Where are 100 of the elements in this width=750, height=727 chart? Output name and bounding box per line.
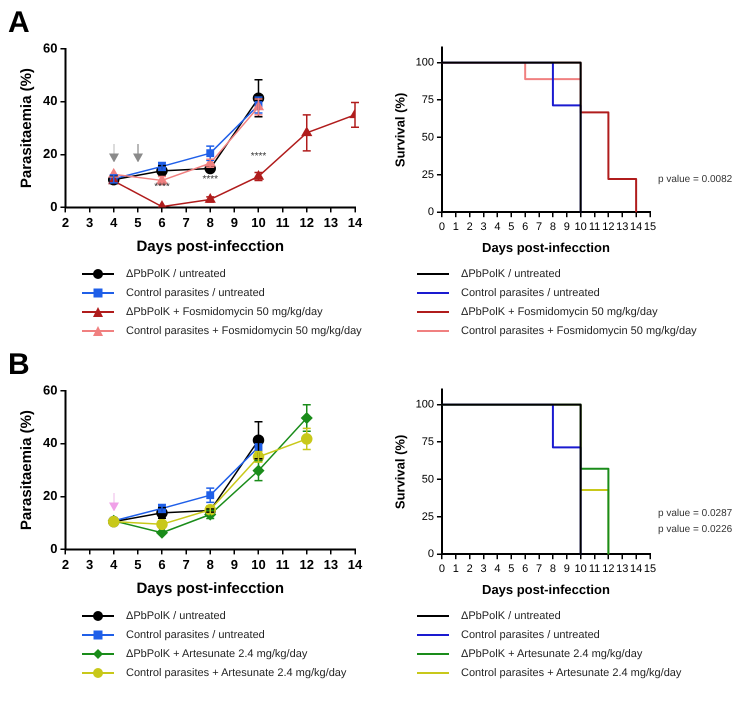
x-tick-label: 8 xyxy=(206,214,214,230)
y-tick-label: 100 xyxy=(416,56,434,69)
y-tick-label: 0 xyxy=(428,206,434,218)
x-tick-label: 1 xyxy=(452,220,459,233)
x-tick-label: 4 xyxy=(494,562,500,575)
y-axis-title: Survival (%) xyxy=(392,434,408,510)
x-tick-label: 3 xyxy=(480,220,487,233)
y-tick-label: 40 xyxy=(42,435,58,450)
x-tick-label: 11 xyxy=(276,214,290,230)
x-tick-label: 12 xyxy=(602,220,615,233)
x-tick-label: 11 xyxy=(588,562,600,575)
x-tick-label: 13 xyxy=(616,562,628,575)
x-tick-label: 6 xyxy=(522,562,528,575)
x-tick-label: 9 xyxy=(230,556,238,572)
annotation: **** xyxy=(202,174,218,186)
x-tick-label: 6 xyxy=(158,214,166,230)
y-axis-title: Survival (%) xyxy=(392,92,408,168)
legend-label: Control parasites / untreated xyxy=(461,286,600,298)
x-tick-label: 5 xyxy=(508,220,514,233)
x-tick-label: 8 xyxy=(550,562,556,575)
x-tick-label: 7 xyxy=(182,556,190,572)
legend-label: Control parasites + Fosmidomycin 50 mg/kg/day xyxy=(461,324,697,336)
x-tick-label: 2 xyxy=(62,556,70,572)
legend-label: ΔPbPolK + Artesunate 2.4 mg/kg/day xyxy=(126,648,308,660)
x-tick-label: 4 xyxy=(494,220,500,233)
x-tick-label: 5 xyxy=(508,562,514,575)
legend-label: ΔPbPolK + Fosmidomycin 50 mg/kg/day xyxy=(461,306,658,318)
legend-label: ΔPbPolK / untreated xyxy=(126,610,226,622)
y-tick-label: 0 xyxy=(428,548,434,560)
x-tick-label: 7 xyxy=(182,214,190,230)
x-tick-label: 7 xyxy=(536,562,542,575)
x-tick-label: 2 xyxy=(466,220,473,233)
x-tick-label: 10 xyxy=(251,214,266,230)
x-tick-label: 5 xyxy=(134,556,142,572)
legend-label: Control parasites + Artesunate 2.4 mg/kg/day xyxy=(126,666,346,678)
annotation: **** xyxy=(154,181,170,192)
y-tick-label: 50 xyxy=(422,473,434,486)
x-tick-label: 2 xyxy=(62,214,70,230)
legend-label: Control parasites / untreated xyxy=(126,286,265,298)
x-tick-label: 4 xyxy=(110,556,118,572)
x-tick-label: 7 xyxy=(536,220,542,233)
x-tick-label: 2 xyxy=(466,562,473,575)
y-axis-title: Parasitaemia (%) xyxy=(18,68,36,188)
legend-label: ΔPbPolK / untreated xyxy=(461,268,561,280)
x-tick-label: 14 xyxy=(630,562,642,575)
y-tick-label: 20 xyxy=(42,488,58,504)
x-tick-label: 0 xyxy=(438,562,446,575)
x-tick-label: 11 xyxy=(276,556,290,572)
x-tick-label: 5 xyxy=(134,214,142,230)
legend-label: Control parasites + Artesunate 2.4 mg/kg/day xyxy=(461,666,682,678)
text: p value = 0.0082 xyxy=(658,174,733,186)
legend-label: Control parasites + Fosmidomycin 50 mg/kg/day xyxy=(126,324,362,336)
x-tick-label: 14 xyxy=(630,220,642,233)
x-tick-label: 13 xyxy=(324,214,338,230)
text: p value = 0.0226 xyxy=(658,524,733,536)
legend-label: ΔPbPolK + Artesunate 2.4 mg/kg/day xyxy=(461,648,642,660)
x-tick-label: 11 xyxy=(588,220,600,233)
x-tick-label: 13 xyxy=(324,556,338,572)
x-tick-label: 9 xyxy=(230,214,238,230)
x-tick-label: 12 xyxy=(300,214,314,230)
x-tick-label: 6 xyxy=(158,556,166,572)
annotation: **** xyxy=(250,151,266,162)
x-axis-title: Days post-infecction xyxy=(136,238,284,256)
x-tick-label: 3 xyxy=(86,214,94,230)
x-tick-label: 14 xyxy=(348,556,363,572)
y-axis-title: Parasitaemia (%) xyxy=(18,410,36,530)
y-tick-label: 25 xyxy=(422,168,434,181)
y-tick-label: 0 xyxy=(50,540,58,556)
y-tick-label: 40 xyxy=(42,93,58,108)
x-tick-label: 0 xyxy=(438,220,446,233)
text: p value = 0.0287 xyxy=(658,508,733,520)
legend-label: ΔPbPolK / untreated xyxy=(461,610,561,622)
x-tick-label: 9 xyxy=(564,220,570,233)
y-tick-label: 20 xyxy=(42,146,58,162)
chart-title: B xyxy=(8,348,31,381)
x-tick-label: 13 xyxy=(616,220,628,233)
legend-label: Control parasites / untreated xyxy=(461,628,600,640)
x-tick-label: 8 xyxy=(550,220,556,233)
x-tick-label: 3 xyxy=(86,556,94,572)
y-tick-label: 60 xyxy=(42,382,58,398)
y-tick-label: 75 xyxy=(422,436,434,448)
x-tick-label: 9 xyxy=(564,562,570,575)
x-tick-label: 15 xyxy=(644,220,656,233)
x-axis-title: Days post-infecction xyxy=(482,240,610,255)
x-tick-label: 15 xyxy=(644,562,656,575)
x-tick-label: 1 xyxy=(452,562,459,575)
x-tick-label: 4 xyxy=(110,214,118,230)
x-axis-title: Days post-infecction xyxy=(136,580,284,598)
x-tick-label: 8 xyxy=(206,556,214,572)
y-tick-label: 50 xyxy=(422,131,434,144)
x-tick-label: 12 xyxy=(602,562,615,575)
x-tick-label: 10 xyxy=(251,556,266,572)
x-tick-label: 10 xyxy=(574,562,587,575)
y-tick-label: 60 xyxy=(42,40,58,56)
y-tick-label: 100 xyxy=(416,398,434,411)
chart-title: A xyxy=(8,6,31,39)
y-tick-label: 0 xyxy=(50,198,58,214)
x-tick-label: 3 xyxy=(480,562,487,575)
legend-label: ΔPbPolK / untreated xyxy=(126,268,226,280)
x-tick-label: 10 xyxy=(574,220,587,233)
